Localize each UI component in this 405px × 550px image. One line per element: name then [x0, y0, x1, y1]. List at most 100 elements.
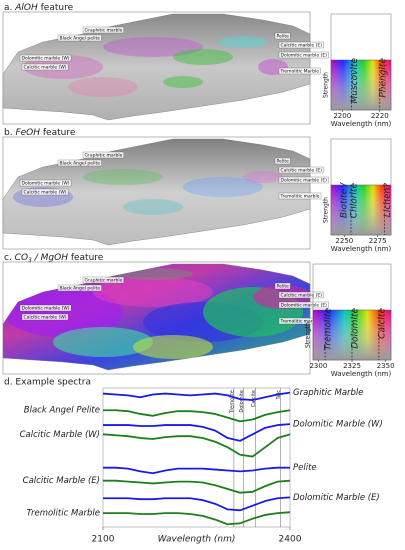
mineral-label: Lichen? [383, 183, 393, 217]
x-tick-label: 2100 [92, 535, 115, 545]
colorbar-fade [331, 185, 391, 235]
label-box [57, 284, 102, 292]
map-label: Tremolitic Marble [280, 69, 320, 75]
mineral-patch [163, 76, 203, 88]
series-label: Graphitic Marble [293, 388, 364, 398]
spectrum [103, 409, 291, 423]
mineral-patch [83, 169, 163, 185]
map-label: Calcitic marble (W) [24, 315, 67, 321]
mineral-patch [218, 36, 268, 48]
panel-title: a. AlOH feature [4, 3, 74, 13]
mineral-label: Biotite / [340, 182, 350, 218]
label-box [278, 51, 329, 59]
mineral-map [3, 268, 310, 359]
colorbar-tick-label: 2220 [371, 112, 389, 120]
label-box [274, 157, 291, 165]
label-box [278, 41, 324, 49]
map-label: Tremolitic marble [280, 319, 320, 325]
label-box [278, 166, 324, 174]
map-label: Calcitic marble (E) [281, 43, 323, 49]
title-part: / MgOH [32, 253, 68, 263]
label-box [21, 313, 69, 321]
map-label: Tremolitic marble [280, 194, 320, 200]
series-label: Dolomitic Marble (W) [293, 420, 383, 430]
label-box [21, 188, 69, 196]
mineral-label: Calcite [377, 308, 387, 339]
label-box [82, 26, 124, 34]
map-label: Pelite [277, 159, 290, 165]
colorbar-tick-label: 2200 [333, 112, 351, 120]
map-label: Calcitic marble (E) [281, 168, 323, 174]
reference-label: Calcite [251, 390, 257, 407]
mineral-label: Chlorite [350, 183, 360, 219]
colorbar-tick-label: 2300 [309, 362, 327, 370]
label-box [274, 282, 291, 290]
spectrum [103, 511, 291, 526]
reference-label: Tremolite [229, 390, 235, 414]
map-label: Dolomitic marble (E) [281, 178, 328, 184]
map-label: Black Angel pelite [60, 161, 101, 167]
label-box [278, 192, 322, 200]
map-label: Black Angel pelite [60, 286, 101, 292]
mineral-patch [183, 177, 263, 197]
mineral-label: Tremolite [324, 308, 334, 351]
reference-label: Dolomite [239, 390, 245, 413]
label-box [19, 304, 72, 312]
title-part: FeOH [15, 128, 40, 138]
title-part: feature [40, 128, 76, 138]
label-box [274, 32, 291, 40]
map-label: Calcitic marble (W) [24, 65, 67, 71]
mineral-patch [103, 37, 203, 57]
map-label: Dolomitic marble (W) [22, 181, 70, 187]
mineral-patch [68, 77, 138, 97]
map-label: Dolomitic marble (W) [22, 306, 70, 312]
label-box [278, 176, 329, 184]
mineral-label: Phengite [378, 58, 388, 98]
title-part: 3 [28, 257, 32, 264]
plot-frame [102, 387, 291, 528]
label-box [82, 276, 124, 284]
title-part: AlOH [14, 3, 38, 13]
title-part: feature [68, 253, 104, 263]
map-label: Graphitic marble [85, 28, 123, 34]
mineral-label: Muscovite [350, 58, 360, 104]
label-box [82, 151, 124, 159]
colorbar-ylabel: Strength [305, 322, 312, 348]
colorbar-xlabel: Wavelength (nm) [331, 370, 392, 378]
title-part: b. [4, 128, 15, 138]
spectrum [103, 466, 290, 475]
mineral-map [13, 169, 283, 215]
title-part: CO [15, 253, 28, 263]
panel-title: c. CO3 / MgOH feature [4, 253, 104, 265]
mineral-patch [53, 327, 153, 357]
colorbar-xlabel: Wavelength (nm) [331, 245, 392, 253]
title-part: c. [4, 253, 15, 263]
colorbar-tick-label: 2325 [343, 362, 361, 370]
terrain-image: Graphitic marble Black Angel pelite Dolomi… [2, 261, 329, 375]
panel-title: b. FeOH feature [4, 128, 76, 138]
terrain-image: Graphitic marble Black Angel pelite Dolomi… [2, 136, 329, 250]
map-label: Graphitic marble [85, 153, 123, 159]
colorbar-tick-label: 2250 [335, 237, 353, 245]
map-label: Calcitic marble (W) [24, 190, 67, 196]
spectrum [103, 423, 291, 442]
colorbar-tick-label: 2275 [369, 237, 387, 245]
colorbar-xlabel: Wavelength (nm) [331, 120, 392, 128]
series-label: Calcitic Marble (W) [20, 430, 100, 440]
map-label: Graphitic marble [85, 278, 123, 284]
title-part: a. [4, 3, 15, 13]
label-box [278, 291, 324, 299]
mineral-label: Dolomite [351, 308, 361, 349]
colorbar-ylabel: Strength [323, 72, 330, 98]
map-label: Dolomitic marble (E) [281, 303, 328, 309]
label-box [57, 159, 102, 167]
label-box [278, 67, 321, 75]
series-label: Black Angel Pelite [24, 406, 100, 416]
colorbar-ylabel: Strength [323, 197, 330, 223]
series-label: Tremolitic Marble [26, 509, 100, 519]
title-part: feature [38, 3, 74, 13]
colorbar-fade [331, 60, 391, 110]
spectrum [102, 433, 291, 458]
series-label: Dolomitic Marble (E) [293, 493, 380, 503]
x-axis-label: Wavelength (nm) [158, 535, 236, 545]
